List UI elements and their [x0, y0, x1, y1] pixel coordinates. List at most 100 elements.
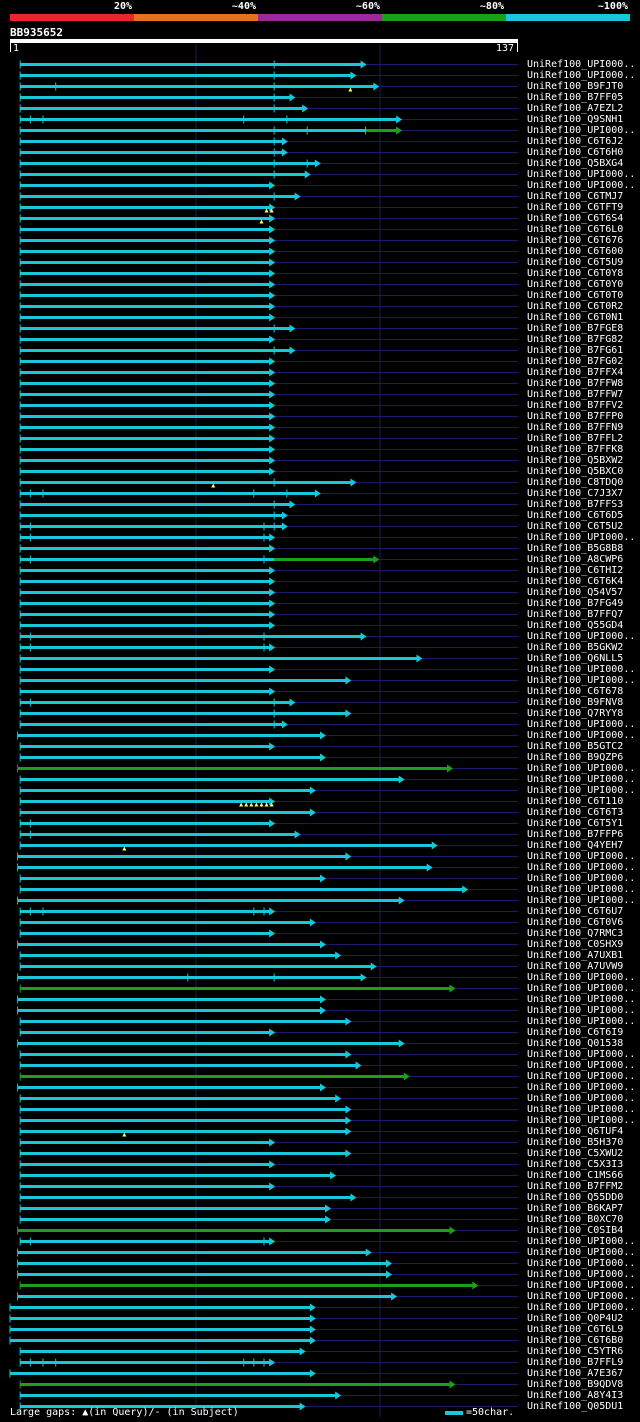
hit-label[interactable]: UniRef100_UPI000..: [527, 532, 636, 543]
hit-label[interactable]: UniRef100_C6T0T0: [527, 290, 624, 301]
hit-label[interactable]: UniRef100_C6TMJ7: [527, 191, 624, 202]
hit-label[interactable]: UniRef100_B7FG49: [527, 598, 624, 609]
hit-label[interactable]: UniRef100_C6T110: [527, 796, 624, 807]
hit-label[interactable]: UniRef100_Q6TUF4: [527, 1126, 624, 1137]
hit-label[interactable]: UniRef100_UPI000..: [527, 785, 636, 796]
hit-label[interactable]: UniRef100_B7FFP6: [527, 829, 624, 840]
hit-label[interactable]: UniRef100_Q01538: [527, 1038, 624, 1049]
hit-label[interactable]: UniRef100_Q9SNH1: [527, 114, 624, 125]
hit-label[interactable]: UniRef100_C6T6J2: [527, 136, 624, 147]
hit-label[interactable]: UniRef100_B7FFQ7: [527, 609, 624, 620]
hit-label[interactable]: UniRef100_B5GTC2: [527, 741, 624, 752]
hit-label[interactable]: UniRef100_C6T678: [527, 686, 624, 697]
hit-label[interactable]: UniRef100_Q7RYY8: [527, 708, 624, 719]
hit-label[interactable]: UniRef100_C6T5U2: [527, 521, 624, 532]
hit-label[interactable]: UniRef100_C7J3X7: [527, 488, 624, 499]
hit-label[interactable]: UniRef100_A7UXB1: [527, 950, 624, 961]
hit-label[interactable]: UniRef100_UPI000..: [527, 1071, 636, 1082]
hit-label[interactable]: UniRef100_UPI000..: [527, 774, 636, 785]
hit-label[interactable]: UniRef100_C6T6S4: [527, 213, 624, 224]
hit-label[interactable]: UniRef100_UPI000..: [527, 851, 636, 862]
hit-label[interactable]: UniRef100_B7FFS3: [527, 499, 624, 510]
hit-label[interactable]: UniRef100_C6T0Y0: [527, 279, 624, 290]
hit-label[interactable]: UniRef100_UPI000..: [527, 1104, 636, 1115]
hit-label[interactable]: UniRef100_A7UVW9: [527, 961, 624, 972]
hit-label[interactable]: UniRef100_A7EZL2: [527, 103, 624, 114]
hit-label[interactable]: UniRef100_B7FFX4: [527, 367, 624, 378]
hit-label[interactable]: UniRef100_C5X3I3: [527, 1159, 624, 1170]
hit-label[interactable]: UniRef100_Q55GD4: [527, 620, 624, 631]
hit-label[interactable]: UniRef100_C1MS66: [527, 1170, 624, 1181]
hit-label[interactable]: UniRef100_C6THI2: [527, 565, 624, 576]
hit-label[interactable]: UniRef100_B7FFV2: [527, 400, 624, 411]
hit-label[interactable]: UniRef100_UPI000..: [527, 1082, 636, 1093]
hit-label[interactable]: UniRef100_B7FFM2: [527, 1181, 624, 1192]
hit-label[interactable]: UniRef100_C5XWU2: [527, 1148, 624, 1159]
hit-label[interactable]: UniRef100_C6T0R2: [527, 301, 624, 312]
hit-label[interactable]: UniRef100_C6T6T3: [527, 807, 624, 818]
hit-label[interactable]: UniRef100_C6T6K4: [527, 576, 624, 587]
hit-label[interactable]: UniRef100_UPI000..: [527, 1060, 636, 1071]
hit-label[interactable]: UniRef100_Q55DD0: [527, 1192, 624, 1203]
hit-label[interactable]: UniRef100_B7FFW7: [527, 389, 624, 400]
hit-label[interactable]: UniRef100_UPI000..: [527, 664, 636, 675]
hit-label[interactable]: UniRef100_B5G8B8: [527, 543, 624, 554]
hit-label[interactable]: UniRef100_Q5BXW2: [527, 455, 624, 466]
hit-label[interactable]: UniRef100_B9QDV8: [527, 1379, 624, 1390]
hit-label[interactable]: UniRef100_UPI000..: [527, 1258, 636, 1269]
hit-label[interactable]: UniRef100_UPI000..: [527, 763, 636, 774]
hit-label[interactable]: UniRef100_UPI000..: [527, 125, 636, 136]
hit-label[interactable]: UniRef100_Q5BXC0: [527, 466, 624, 477]
hit-label[interactable]: UniRef100_UPI000..: [527, 59, 636, 70]
hit-label[interactable]: UniRef100_B7FFP0: [527, 411, 624, 422]
hit-label[interactable]: UniRef100_UPI000..: [527, 884, 636, 895]
hit-label[interactable]: UniRef100_B5GKW2: [527, 642, 624, 653]
hit-label[interactable]: UniRef100_B7FG61: [527, 345, 624, 356]
hit-label[interactable]: UniRef100_C0SHX9: [527, 939, 624, 950]
hit-label[interactable]: UniRef100_UPI000..: [527, 169, 636, 180]
hit-label[interactable]: UniRef100_C6T676: [527, 235, 624, 246]
hit-label[interactable]: UniRef100_B7FG82: [527, 334, 624, 345]
hit-label[interactable]: UniRef100_UPI000..: [527, 1236, 636, 1247]
hit-label[interactable]: UniRef100_B0XC70: [527, 1214, 624, 1225]
hit-label[interactable]: UniRef100_C5YTR6: [527, 1346, 624, 1357]
hit-label[interactable]: UniRef100_C6TFT9: [527, 202, 624, 213]
hit-label[interactable]: UniRef100_C6T6L0: [527, 224, 624, 235]
hit-label[interactable]: UniRef100_B5H370: [527, 1137, 624, 1148]
hit-label[interactable]: UniRef100_UPI000..: [527, 895, 636, 906]
hit-label[interactable]: UniRef100_UPI000..: [527, 1115, 636, 1126]
hit-label[interactable]: UniRef100_UPI000..: [527, 719, 636, 730]
hit-label[interactable]: UniRef100_C6T0Y8: [527, 268, 624, 279]
hit-label[interactable]: UniRef100_UPI000..: [527, 983, 636, 994]
hit-label[interactable]: UniRef100_UPI000..: [527, 631, 636, 642]
hit-label[interactable]: UniRef100_Q54V57: [527, 587, 624, 598]
hit-label[interactable]: UniRef100_UPI000..: [527, 1016, 636, 1027]
hit-label[interactable]: UniRef100_B7FFL9: [527, 1357, 624, 1368]
hit-label[interactable]: UniRef100_C6T600: [527, 246, 624, 257]
hit-label[interactable]: UniRef100_B7FF05: [527, 92, 624, 103]
hit-label[interactable]: UniRef100_B9FJT0: [527, 81, 624, 92]
hit-label[interactable]: UniRef100_B9FNV8: [527, 697, 624, 708]
hit-label[interactable]: UniRef100_C6T0N1: [527, 312, 624, 323]
hit-label[interactable]: UniRef100_UPI000..: [527, 994, 636, 1005]
hit-label[interactable]: UniRef100_C6T6D5: [527, 510, 624, 521]
hit-label[interactable]: UniRef100_C6T6H0: [527, 147, 624, 158]
hit-label[interactable]: UniRef100_UPI000..: [527, 873, 636, 884]
hit-label[interactable]: UniRef100_B7FFW8: [527, 378, 624, 389]
hit-label[interactable]: UniRef100_C6T6U7: [527, 906, 624, 917]
hit-label[interactable]: UniRef100_C6T6B0: [527, 1335, 624, 1346]
hit-label[interactable]: UniRef100_Q7RMC3: [527, 928, 624, 939]
hit-label[interactable]: UniRef100_UPI000..: [527, 1247, 636, 1258]
hit-label[interactable]: UniRef100_Q05DU1: [527, 1401, 624, 1412]
hit-label[interactable]: UniRef100_UPI000..: [527, 1280, 636, 1291]
hit-label[interactable]: UniRef100_UPI000..: [527, 675, 636, 686]
hit-label[interactable]: UniRef100_A8Y4I3: [527, 1390, 624, 1401]
hit-label[interactable]: UniRef100_UPI000..: [527, 1049, 636, 1060]
hit-label[interactable]: UniRef100_A7E367: [527, 1368, 624, 1379]
hit-label[interactable]: UniRef100_UPI000..: [527, 1005, 636, 1016]
hit-label[interactable]: UniRef100_C8TDQ0: [527, 477, 624, 488]
hit-label[interactable]: UniRef100_C6T5U9: [527, 257, 624, 268]
hit-label[interactable]: UniRef100_B7FFL2: [527, 433, 624, 444]
hit-label[interactable]: UniRef100_UPI000..: [527, 1291, 636, 1302]
hit-label[interactable]: UniRef100_C6T5Y1: [527, 818, 624, 829]
